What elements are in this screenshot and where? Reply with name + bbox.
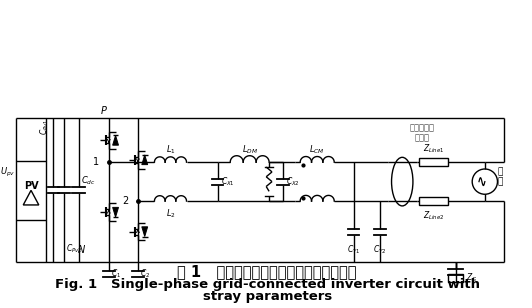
Bar — [16, 161, 46, 220]
Text: 图 1   考虑寄生参数的单相并网逆变器电路: 图 1 考虑寄生参数的单相并网逆变器电路 — [177, 265, 357, 279]
Text: 电
网: 电 网 — [498, 167, 503, 186]
Text: $C_{Y2}$: $C_{Y2}$ — [373, 243, 387, 256]
Bar — [419, 197, 448, 205]
Polygon shape — [23, 190, 39, 205]
Text: $L_2$: $L_2$ — [165, 208, 176, 220]
Polygon shape — [142, 227, 148, 237]
Text: $C_1$: $C_1$ — [111, 268, 121, 280]
Polygon shape — [113, 207, 119, 217]
Text: $L_{CM}$: $L_{CM}$ — [310, 144, 325, 156]
Text: $Z_{Line1}$: $Z_{Line1}$ — [422, 143, 444, 156]
Text: 2: 2 — [122, 196, 128, 206]
Text: Fig. 1   Single-phase grid-connected inverter circuit with: Fig. 1 Single-phase grid-connected inver… — [55, 278, 480, 291]
Text: $C_{X1}$: $C_{X1}$ — [221, 175, 235, 188]
Text: $C_{Y1}$: $C_{Y1}$ — [347, 243, 360, 256]
Text: 1: 1 — [93, 157, 99, 167]
Text: $Z_{Line2}$: $Z_{Line2}$ — [422, 210, 444, 222]
Text: $U_{pv}$: $U_{pv}$ — [0, 166, 15, 180]
Bar — [419, 158, 448, 166]
Text: $N$: $N$ — [77, 242, 86, 254]
Text: $C_{dc}$: $C_{dc}$ — [80, 174, 95, 187]
Text: $P$: $P$ — [100, 103, 108, 116]
Polygon shape — [113, 136, 119, 145]
Text: $Z_G$: $Z_G$ — [467, 272, 478, 284]
Text: $C_{Pv1}$: $C_{Pv1}$ — [39, 118, 52, 135]
Text: stray parameters: stray parameters — [203, 290, 332, 303]
Text: $L_{DM}$: $L_{DM}$ — [242, 144, 257, 156]
Text: $C_2$: $C_2$ — [140, 268, 150, 280]
Text: 漏电流电流
测试点: 漏电流电流 测试点 — [409, 123, 434, 143]
Bar — [448, 274, 463, 282]
Polygon shape — [142, 155, 148, 164]
Text: $L_1$: $L_1$ — [165, 144, 176, 156]
Text: $C_{X2}$: $C_{X2}$ — [286, 175, 300, 188]
Text: PV: PV — [24, 180, 38, 191]
Text: $C_{Pv2}$: $C_{Pv2}$ — [66, 242, 82, 254]
